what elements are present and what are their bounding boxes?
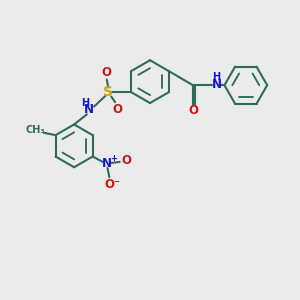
Text: O: O: [112, 103, 122, 116]
Text: CH₃: CH₃: [26, 125, 45, 135]
Text: N: N: [102, 157, 112, 169]
Text: N: N: [212, 78, 222, 91]
Text: O: O: [188, 104, 198, 117]
Text: H: H: [81, 98, 89, 108]
Text: S: S: [103, 85, 113, 99]
Text: O⁻: O⁻: [105, 178, 121, 191]
Text: N: N: [84, 103, 94, 116]
Text: +: +: [110, 154, 117, 163]
Text: H: H: [213, 72, 221, 82]
Text: O: O: [121, 154, 131, 167]
Text: O: O: [102, 66, 112, 79]
